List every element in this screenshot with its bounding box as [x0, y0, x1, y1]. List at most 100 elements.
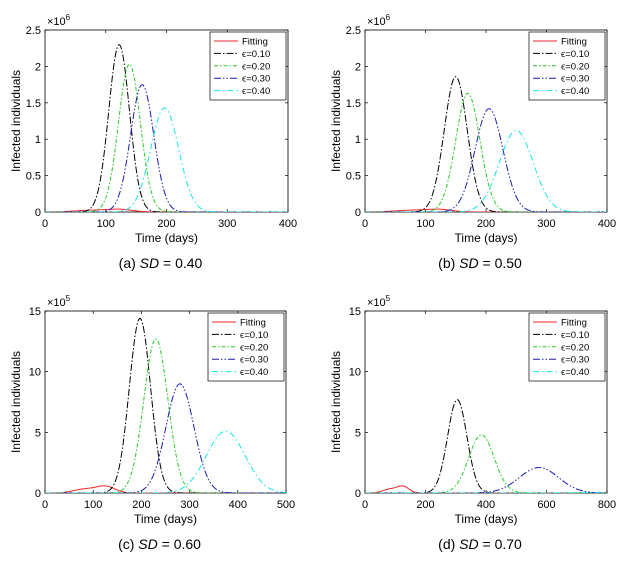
series-line-3 [365, 467, 607, 493]
exponent-base: ×10 [367, 16, 386, 28]
legend-label-0: Fitting [240, 318, 266, 329]
legend-label-3: ϵ=0.30 [561, 74, 589, 85]
exponent-power: 6 [66, 13, 71, 22]
x-tick-label: 600 [537, 499, 555, 511]
series-line-3 [45, 383, 286, 493]
legend-label-3: ϵ=0.30 [561, 355, 589, 366]
x-tick-label: 400 [598, 218, 616, 230]
series-line-0 [45, 208, 288, 212]
caption-value: = 0.70 [479, 536, 522, 552]
series-line-2 [45, 338, 286, 493]
x-axis-label: Time (days) [135, 231, 198, 245]
legend-label-1: ϵ=0.10 [561, 330, 589, 341]
y-tick-label: 2 [355, 61, 361, 73]
x-tick-label: 500 [277, 499, 295, 511]
series-line-4 [365, 129, 607, 212]
legend-box [209, 31, 287, 101]
x-tick-label: 200 [477, 218, 495, 230]
y-axis-label: Infected individuals [9, 351, 23, 453]
y-tick-label: 2 [35, 61, 41, 73]
x-tick-label: 400 [229, 499, 247, 511]
x-axis-label: Time (days) [455, 512, 518, 526]
y-axis-label: Infected individuals [329, 70, 343, 172]
caption-value: = 0.40 [159, 255, 202, 271]
y-axis-label: Infected individuals [9, 70, 23, 172]
x-tick-label: 0 [362, 218, 368, 230]
y-tick-label: 0 [355, 207, 361, 219]
y-tick-label: 0.5 [26, 171, 41, 183]
x-axis-label: Time (days) [134, 512, 197, 526]
caption-prefix: (a) [119, 255, 140, 271]
legend-label-2: ϵ=0.20 [561, 342, 589, 353]
series-line-2 [365, 92, 607, 212]
exponent-base: ×10 [47, 297, 66, 309]
legend-label-3: ϵ=0.30 [240, 355, 268, 366]
legend-label-4: ϵ=0.40 [242, 86, 270, 97]
x-tick-label: 400 [279, 218, 297, 230]
x-tick-label: 200 [132, 499, 150, 511]
y-tick-label: 2.5 [26, 25, 41, 37]
legend-label-1: ϵ=0.10 [240, 330, 268, 341]
y-tick-label: 1 [35, 134, 41, 146]
y-tick-label: 1 [355, 134, 361, 146]
legend-label-1: ϵ=0.10 [561, 49, 589, 60]
legend-label-3: ϵ=0.30 [242, 74, 270, 85]
x-tick-label: 800 [598, 499, 616, 511]
y-tick-label: 5 [355, 427, 361, 439]
y-tick-label: 0 [35, 207, 41, 219]
legend-label-4: ϵ=0.40 [561, 367, 589, 378]
y-tick-label: 0.5 [346, 171, 361, 183]
series-line-1 [45, 317, 286, 493]
x-tick-label: 400 [477, 499, 495, 511]
x-tick-label: 0 [42, 218, 48, 230]
y-tick-label: 1.5 [346, 98, 361, 110]
y-tick-label: 1.5 [26, 98, 41, 110]
x-tick-label: 300 [218, 218, 236, 230]
legend-box [528, 31, 606, 101]
caption-prefix: (b) [438, 255, 459, 271]
legend-label-2: ϵ=0.20 [561, 61, 589, 72]
x-tick-label: 0 [42, 499, 48, 511]
y-tick-label: 0 [355, 488, 361, 500]
series-line-4 [45, 107, 288, 212]
legend-label-4: ϵ=0.40 [240, 367, 268, 378]
x-tick-label: 0 [362, 499, 368, 511]
series-line-0 [45, 485, 286, 493]
x-tick-label: 100 [416, 218, 434, 230]
axis-exponent: ×106 [367, 13, 391, 28]
axis-exponent: ×105 [367, 294, 391, 309]
panel-caption: (a) SD = 0.40 [119, 255, 203, 271]
exponent-base: ×10 [47, 16, 66, 28]
caption-prefix: (d) [438, 536, 459, 552]
legend-label-2: ϵ=0.20 [240, 342, 268, 353]
x-tick-label: 200 [416, 499, 434, 511]
series-line-3 [45, 84, 288, 212]
panel-caption: (b) SD = 0.50 [438, 255, 522, 271]
y-tick-label: 15 [29, 306, 41, 318]
x-axis-label: Time (days) [455, 231, 518, 245]
x-tick-label: 100 [97, 218, 115, 230]
x-tick-label: 300 [180, 499, 198, 511]
caption-prefix: (c) [118, 536, 138, 552]
caption-value: = 0.60 [158, 536, 201, 552]
y-tick-label: 15 [349, 306, 361, 318]
caption-sd: SD [138, 536, 157, 552]
y-tick-label: 10 [29, 367, 41, 379]
legend-label-0: Fitting [561, 37, 587, 48]
panel-b: 0 100 200 300 400 0 0.5 1 1.5 2 2.5 ×106 Time (days)… [329, 13, 616, 271]
panel-a: 0 100 200 300 400 0 0.5 1 1.5 2 2.5 ×106 Time (days)… [9, 13, 297, 271]
series-line-3 [365, 108, 607, 212]
legend-box [207, 312, 285, 382]
series-line-1 [45, 43, 288, 212]
series-line-4 [45, 430, 286, 493]
exponent-power: 5 [66, 294, 71, 303]
legend-label-0: Fitting [242, 37, 268, 48]
panel-caption: (c) SD = 0.60 [118, 536, 201, 552]
series-line-0 [365, 208, 607, 212]
y-axis-label: Infected individuals [329, 351, 343, 453]
legend-label-0: Fitting [561, 318, 587, 329]
exponent-power: 6 [386, 13, 391, 22]
